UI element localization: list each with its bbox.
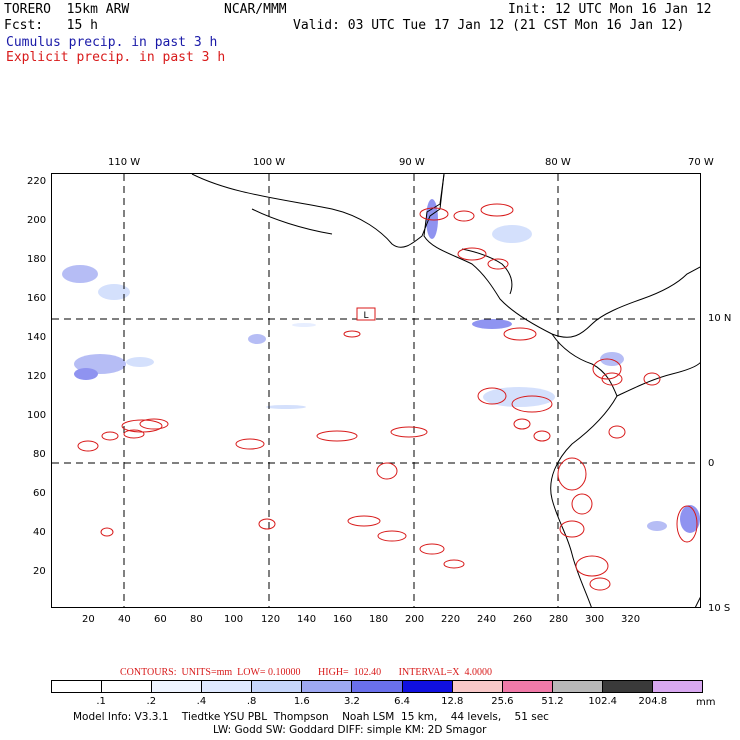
precip-colorbar: [51, 680, 703, 693]
precip-map: L: [52, 174, 700, 607]
x-tick-300: 300: [585, 614, 605, 625]
model-info-line2: LW: Godd SW: Goddard DIFF: simple KM: 2D…: [213, 724, 487, 736]
cumulus-legend-label: Cumulus precip. in past 3 h: [6, 35, 218, 50]
x-tick-20: 20: [82, 614, 95, 625]
init-time: Init: 12 UTC Mon 16 Jan 12: [508, 2, 712, 17]
y-tick-100: 100: [27, 410, 47, 421]
colorbar-box: [502, 681, 553, 692]
y-tick-40: 40: [33, 527, 46, 538]
grid-lines: [52, 174, 700, 607]
colorbar-level-label: 1.6: [293, 696, 310, 707]
low-marker-label: L: [363, 311, 368, 321]
lon-label-90w: 90 W: [399, 157, 425, 168]
explicit-precip-contours: [77, 203, 698, 591]
colorbar-box: [202, 681, 253, 692]
low-marker: L: [356, 307, 376, 321]
colorbar-box: [252, 681, 303, 692]
colorbar-unit: mm: [696, 697, 716, 708]
x-tick-180: 180: [369, 614, 389, 625]
y-tick-80: 80: [33, 449, 46, 460]
colorbar-box: [552, 681, 603, 692]
cumulus-precip-areas: [62, 199, 700, 533]
colorbar-box: [402, 681, 453, 692]
colorbar-level-label: .1: [96, 696, 106, 707]
model-info-line1: Model Info: V3.3.1 Tiedtke YSU PBL Thomp…: [73, 711, 549, 723]
colorbar-level-label: .4: [196, 696, 207, 707]
colorbar-box: [352, 681, 403, 692]
y-tick-160: 160: [27, 293, 47, 304]
center-label: NCAR/MMM: [224, 2, 287, 17]
valid-time: Valid: 03 UTC Tue 17 Jan 12 (21 CST Mon …: [293, 18, 685, 33]
colorbar-level-label: 204.8: [638, 696, 668, 707]
forecast-hour: Fcst: 15 h: [4, 18, 98, 33]
colorbar-level-label: 12.8: [441, 696, 464, 707]
contours-info: CONTOURS: UNITS=mm LOW= 0.10000 HIGH= 10…: [120, 667, 492, 678]
colorbar-box: [52, 681, 103, 692]
x-tick-160: 160: [333, 614, 353, 625]
lon-label-70w: 70 W: [688, 157, 714, 168]
y-tick-180: 180: [27, 254, 47, 265]
colorbar-level-label: 3.2: [343, 696, 360, 707]
x-tick-220: 220: [441, 614, 461, 625]
colorbar-box: [602, 681, 653, 692]
colorbar-level-label: 25.6: [491, 696, 514, 707]
y-tick-220: 220: [27, 176, 47, 187]
y-tick-20: 20: [33, 566, 46, 577]
colorbar-box: [302, 681, 353, 692]
x-tick-60: 60: [154, 614, 167, 625]
colorbar-level-label: 102.4: [588, 696, 618, 707]
x-tick-40: 40: [118, 614, 131, 625]
colorbar-level-label: .2: [146, 696, 157, 707]
colorbar-box: [452, 681, 503, 692]
y-tick-140: 140: [27, 332, 47, 343]
colorbar-box: [102, 681, 153, 692]
x-tick-240: 240: [477, 614, 497, 625]
lon-label-100w: 100 W: [253, 157, 286, 168]
y-tick-200: 200: [27, 215, 47, 226]
lat-label-10n: 10 N: [708, 313, 732, 324]
explicit-legend-label: Explicit precip. in past 3 h: [6, 50, 226, 65]
lon-label-110w: 110 W: [108, 157, 141, 168]
colorbar-box: [652, 681, 703, 692]
map-panel: L: [51, 173, 701, 608]
y-tick-60: 60: [33, 488, 46, 499]
x-tick-320: 320: [621, 614, 641, 625]
lon-label-80w: 80 W: [545, 157, 571, 168]
colorbar-level-label: 6.4: [394, 696, 411, 707]
lat-label-0: 0: [708, 458, 715, 469]
x-tick-140: 140: [297, 614, 317, 625]
x-tick-280: 280: [549, 614, 569, 625]
x-tick-80: 80: [190, 614, 203, 625]
x-tick-120: 120: [261, 614, 281, 625]
colorbar-level-label: 51.2: [541, 696, 564, 707]
colorbar-level-label: .8: [246, 696, 257, 707]
x-tick-260: 260: [513, 614, 533, 625]
model-title: TORERO 15km ARW: [4, 2, 130, 17]
x-tick-100: 100: [224, 614, 244, 625]
colorbar-box: [152, 681, 203, 692]
lat-label-10s: 10 S: [708, 603, 731, 614]
y-tick-120: 120: [27, 371, 47, 382]
x-tick-200: 200: [405, 614, 425, 625]
coastlines: [191, 174, 700, 607]
